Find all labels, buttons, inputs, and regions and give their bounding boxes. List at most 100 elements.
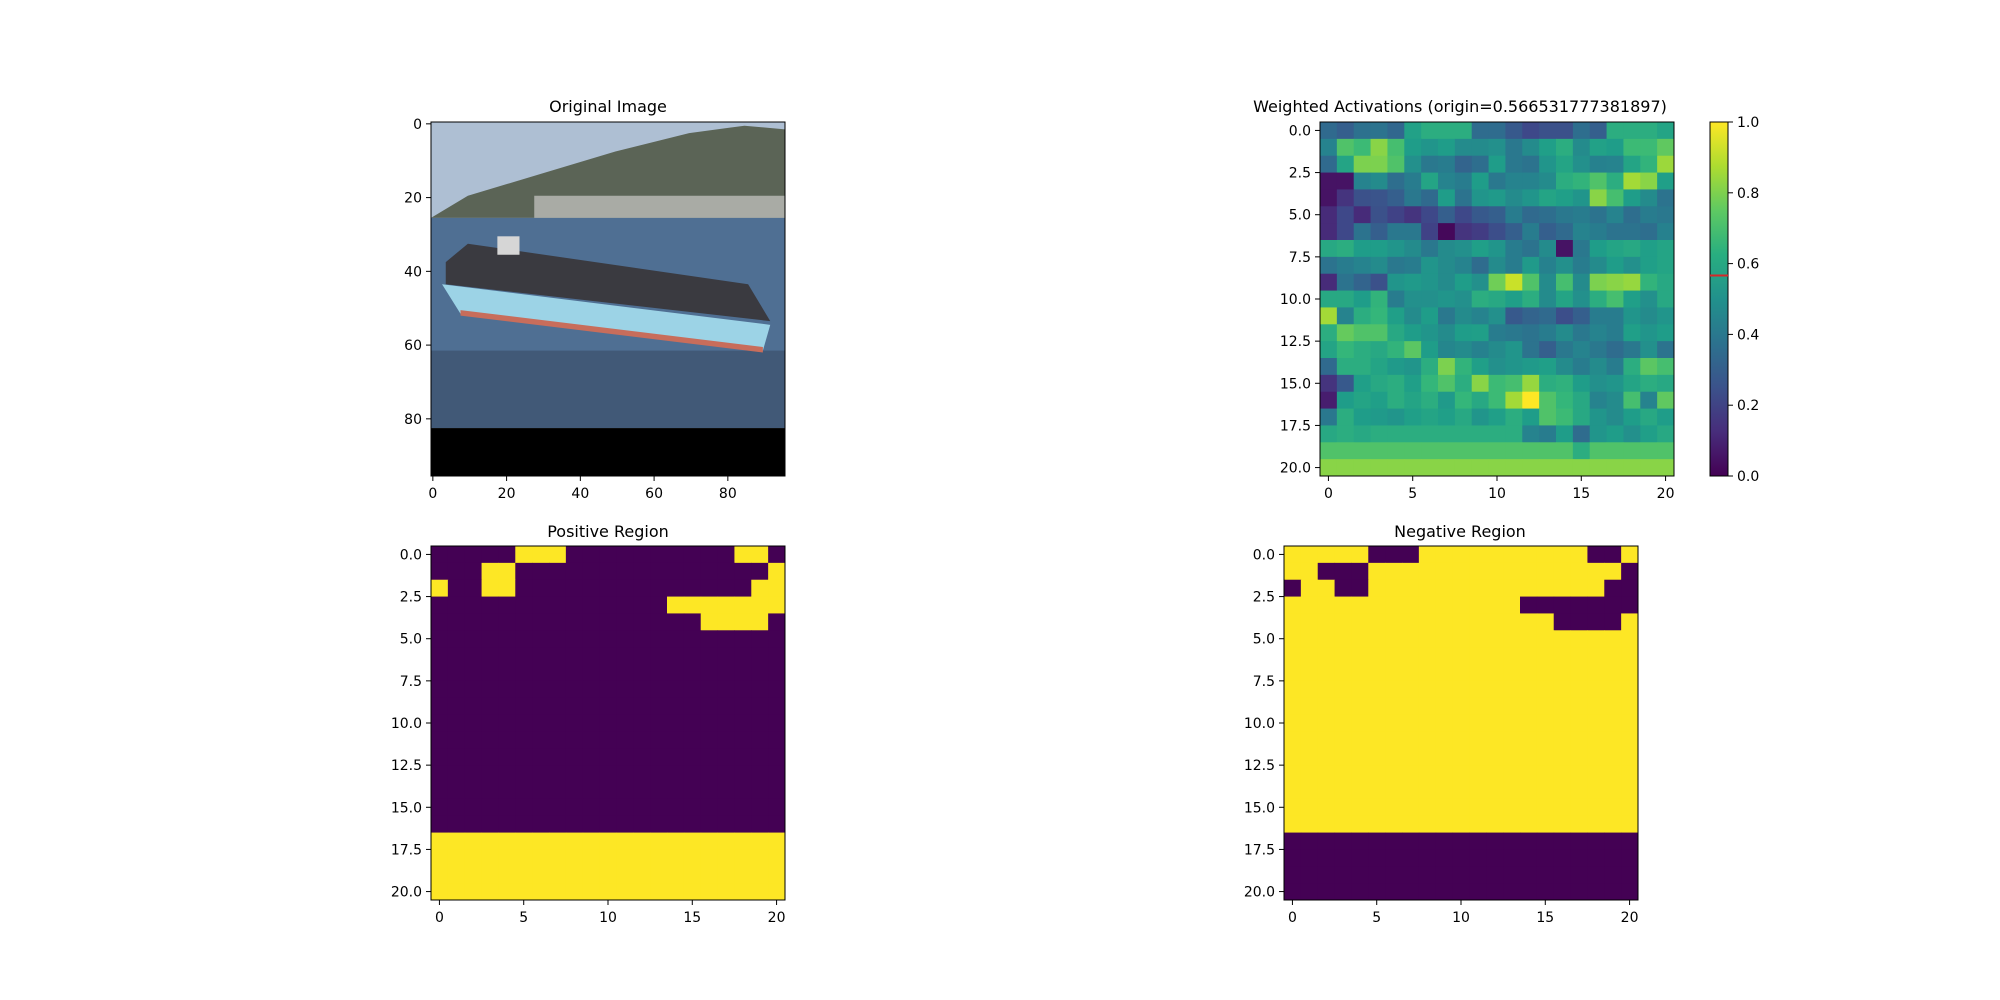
negative-region-cell [1317,731,1336,749]
positive-region-cell [717,731,735,749]
positive-region-cell [532,748,550,766]
weighted-activations-cell [1336,155,1355,174]
weighted-activations-cell [1421,408,1439,426]
negative-region-cell [1351,664,1369,682]
weighted-activations-cell [1488,408,1506,426]
positive-region-cell [683,765,702,783]
positive-region-cell [768,596,786,614]
weighted-activations-cell [1421,155,1439,174]
negative-region-cell [1520,714,1538,732]
weighted-activations-cell [1657,442,1675,460]
weighted-activations-cell [1606,138,1624,157]
positive-region-cell [667,630,685,648]
negative-region-cell [1570,680,1588,699]
negative-region-cell [1418,697,1437,716]
negative-region-cell [1469,680,1487,699]
weighted-activations-cell [1539,290,1557,308]
negative-region-cell [1570,748,1588,766]
negative-region-cell [1385,613,1403,631]
weighted-activations-cell [1657,324,1675,342]
weighted-activations-cell [1556,341,1574,359]
weighted-activations-cell [1522,408,1540,426]
positive-region-cell [700,765,719,783]
positive-region-cell [515,613,533,631]
weighted-activations-cell [1572,206,1591,224]
weighted-activations-cell [1336,122,1355,140]
negative-region-cell [1351,765,1369,783]
positive-region-cell [616,562,634,581]
negative-region-xtick-label: 5 [1372,910,1381,926]
positive-region-cell [683,647,702,665]
negative-region-cell [1604,748,1622,766]
negative-region-cell [1334,883,1352,901]
weighted-activations-cell [1320,273,1338,292]
positive-region-cell [768,613,786,631]
weighted-activations-cell [1320,138,1338,157]
weighted-activations-cell [1539,408,1557,426]
weighted-activations-cell [1438,358,1456,376]
negative-region-cell [1587,866,1605,884]
positive-region-cell [633,815,651,834]
negative-region-cell [1284,613,1302,631]
positive-region-cell [717,664,735,682]
negative-region-cell [1503,748,1521,766]
negative-region-cell [1300,815,1319,834]
weighted-activations-cell [1505,206,1523,224]
weighted-activations-cell [1421,273,1439,292]
weighted-activations-cell [1640,256,1658,275]
positive-region-cell [481,849,499,867]
positive-region-cell [565,579,584,598]
negative-region-cell [1284,680,1302,699]
negative-region-cell [1604,849,1622,867]
positive-region-cell [515,798,533,817]
negative-region-cell [1621,849,1639,867]
weighted-activations-cell [1404,122,1422,140]
positive-region-cell [498,562,516,581]
negative-region-cell [1435,815,1454,834]
weighted-activations-xtick-label: 5 [1408,486,1417,502]
weighted-activations-cell [1488,391,1506,410]
weighted-activations-cell [1320,391,1338,410]
weighted-activations-cell [1623,273,1641,292]
weighted-activations-cell [1522,442,1540,460]
negative-region-cell [1418,883,1437,901]
negative-region-cell [1435,613,1454,631]
weighted-activations-cell [1657,155,1675,174]
positive-region-ytick-label: 7.5 [400,674,422,690]
positive-region-cell [565,832,584,850]
negative-region-cell [1351,647,1369,665]
negative-region-cell [1486,765,1504,783]
negative-region-cell [1503,630,1521,648]
weighted-activations-cell [1421,341,1439,359]
positive-region-cell [700,714,719,732]
negative-region-cell [1587,883,1605,901]
negative-region-cell [1300,664,1319,682]
negative-region-cell [1604,765,1622,783]
negative-region-cell [1587,579,1605,598]
negative-region-cell [1486,680,1504,699]
negative-region-cell [1604,815,1622,834]
positive-region-cell [515,647,533,665]
negative-region-cell [1469,798,1487,817]
positive-region-cell [700,664,719,682]
weighted-activations-cell [1387,425,1405,443]
positive-region-cell [447,697,466,716]
weighted-activations-cell [1387,155,1405,174]
negative-region-cell [1486,815,1504,834]
positive-region-cell [667,562,685,581]
negative-region-cell [1587,731,1605,749]
weighted-activations-cell [1404,223,1422,241]
weighted-activations-cell [1606,256,1624,275]
negative-region-cell [1553,748,1572,766]
weighted-activations-cell [1421,172,1439,190]
weighted-activations-cell [1522,290,1540,308]
positive-region-cell [633,731,651,749]
positive-region-cell [447,664,466,682]
weighted-activations-cell [1454,391,1473,410]
positive-region-cell [667,866,685,884]
negative-region-cell [1621,613,1639,631]
positive-region-ytick-label: 2.5 [400,590,422,606]
negative-region-cell [1317,849,1336,867]
weighted-activations-cell [1623,459,1641,477]
positive-region-cell [751,832,769,850]
